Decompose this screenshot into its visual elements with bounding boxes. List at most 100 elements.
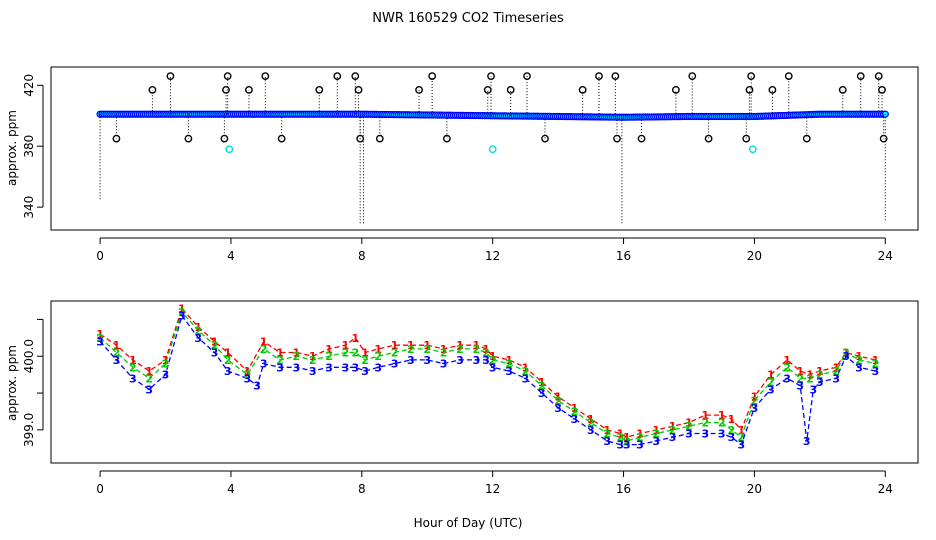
series-2-point: 2 [538,380,546,393]
series-1-point: 1 [623,431,631,444]
series-3-point: 3 [260,358,268,371]
series-3-point: 3 [194,332,202,345]
mid-spike-marker [315,85,324,94]
series-2-point: 2 [162,358,170,371]
series-2-point: 2 [129,361,137,374]
series-3-point: 3 [616,439,624,452]
cyan-marker [488,145,497,154]
series-2-point: 2 [472,343,480,356]
series-3-point: 3 [276,361,284,374]
high-spike-marker [874,72,883,81]
series-1-point: 1 [325,343,333,356]
top-x-tick-label: 16 [616,249,631,263]
series-3-point: 3 [603,435,611,448]
series-3-point: 3 [456,354,464,367]
top-y-tick-label: 420 [22,74,36,97]
series-1-point: 1 [361,347,369,360]
series-3-point: 3 [440,358,448,371]
top-baseline-dots [96,110,889,121]
series-1-point: 1 [816,365,824,378]
series-1-point: 1 [96,328,104,341]
series-1-point: 1 [554,391,562,404]
series-3-point: 3 [855,361,863,374]
series-3-point: 3 [505,365,513,378]
low-spike-marker [613,134,621,143]
bottom-y-tick-label: 399.0 [22,413,36,447]
low-spike-marker [704,134,713,143]
series-2-point: 2 [636,431,644,444]
top-spikes-layer [99,72,888,224]
series-1-point: 1 [489,350,497,363]
series-3-point: 3 [751,402,759,415]
high-spike-marker [523,72,531,81]
series-3-point: 3 [522,372,530,385]
top-x-tick-label: 20 [747,249,762,263]
bottom-series-lines [99,307,876,446]
series-3-point: 3 [472,354,480,367]
series-2-point: 2 [783,361,791,374]
bottom-y-tick-label: 400.0 [22,339,36,373]
high-spike-marker [595,72,603,81]
series-2-line [99,310,876,442]
series-1-point: 1 [407,339,415,352]
high-spike-marker [487,72,495,81]
series-3-point: 3 [803,435,811,448]
series-2-point: 2 [616,431,624,444]
series-1-point: 1 [243,365,251,378]
series-2-point: 2 [342,347,350,360]
series-2-point: 2 [872,358,880,371]
series-2-point: 2 [391,347,399,360]
series-1-point: 1 [309,350,317,363]
series-2-point: 2 [718,417,726,430]
low-spike-marker [220,134,229,143]
top-y-tick-label: 380 [22,135,36,158]
low-spike-marker [375,134,384,143]
top-x-tick-label: 8 [358,249,366,263]
series-2-point: 2 [832,365,840,378]
series-2-point: 2 [325,350,333,363]
low-spike-marker [802,134,811,143]
bottom-x-tick-label: 24 [878,482,893,496]
high-spike-marker [611,72,620,81]
series-1-point: 1 [472,339,480,352]
top-y-axis: 340 380 420 [22,74,44,219]
series-3-point: 3 [623,439,631,452]
series-1-point: 1 [351,332,359,345]
series-1-point: 1 [505,354,513,367]
series-3-point: 3 [538,387,546,400]
series-3-point: 3 [224,365,232,378]
mid-spike-marker [148,85,157,94]
high-spike-marker [688,72,697,81]
cyan-marker [225,145,234,154]
series-3-point: 3 [309,365,317,378]
series-3-point: 3 [325,361,333,374]
series-2-point: 2 [489,354,497,367]
series-3-point: 3 [809,383,817,396]
series-2-point: 2 [309,354,317,367]
series-1-point: 1 [855,350,863,363]
high-spike-marker [261,72,270,81]
series-1-point: 1 [538,376,546,389]
series-3-point: 3 [636,439,644,452]
series-2-point: 2 [145,372,153,385]
series-1-point: 1 [145,365,153,378]
bottom-x-tick-label: 20 [747,482,762,496]
series-3-point: 3 [423,354,431,367]
series-2-point: 2 [260,343,268,356]
series-2-point: 2 [178,306,186,319]
series-2-point: 2 [293,350,301,363]
series-1-point: 1 [652,424,660,437]
series-1-point: 1 [522,361,530,374]
series-2-point: 2 [571,405,579,418]
mid-spike-marker [671,85,680,94]
series-3-point: 3 [113,354,121,367]
series-1-point: 1 [194,321,202,334]
series-1-point: 1 [872,354,880,367]
series-1-point: 1 [728,413,736,426]
high-spike-marker [333,72,342,81]
top-x-axis: 0 4 8 12 16 20 24 [96,237,893,263]
high-spike-marker [747,72,756,81]
series-2-point: 2 [685,420,693,433]
top-plot-frame [50,66,919,231]
series-2-point: 2 [456,343,464,356]
